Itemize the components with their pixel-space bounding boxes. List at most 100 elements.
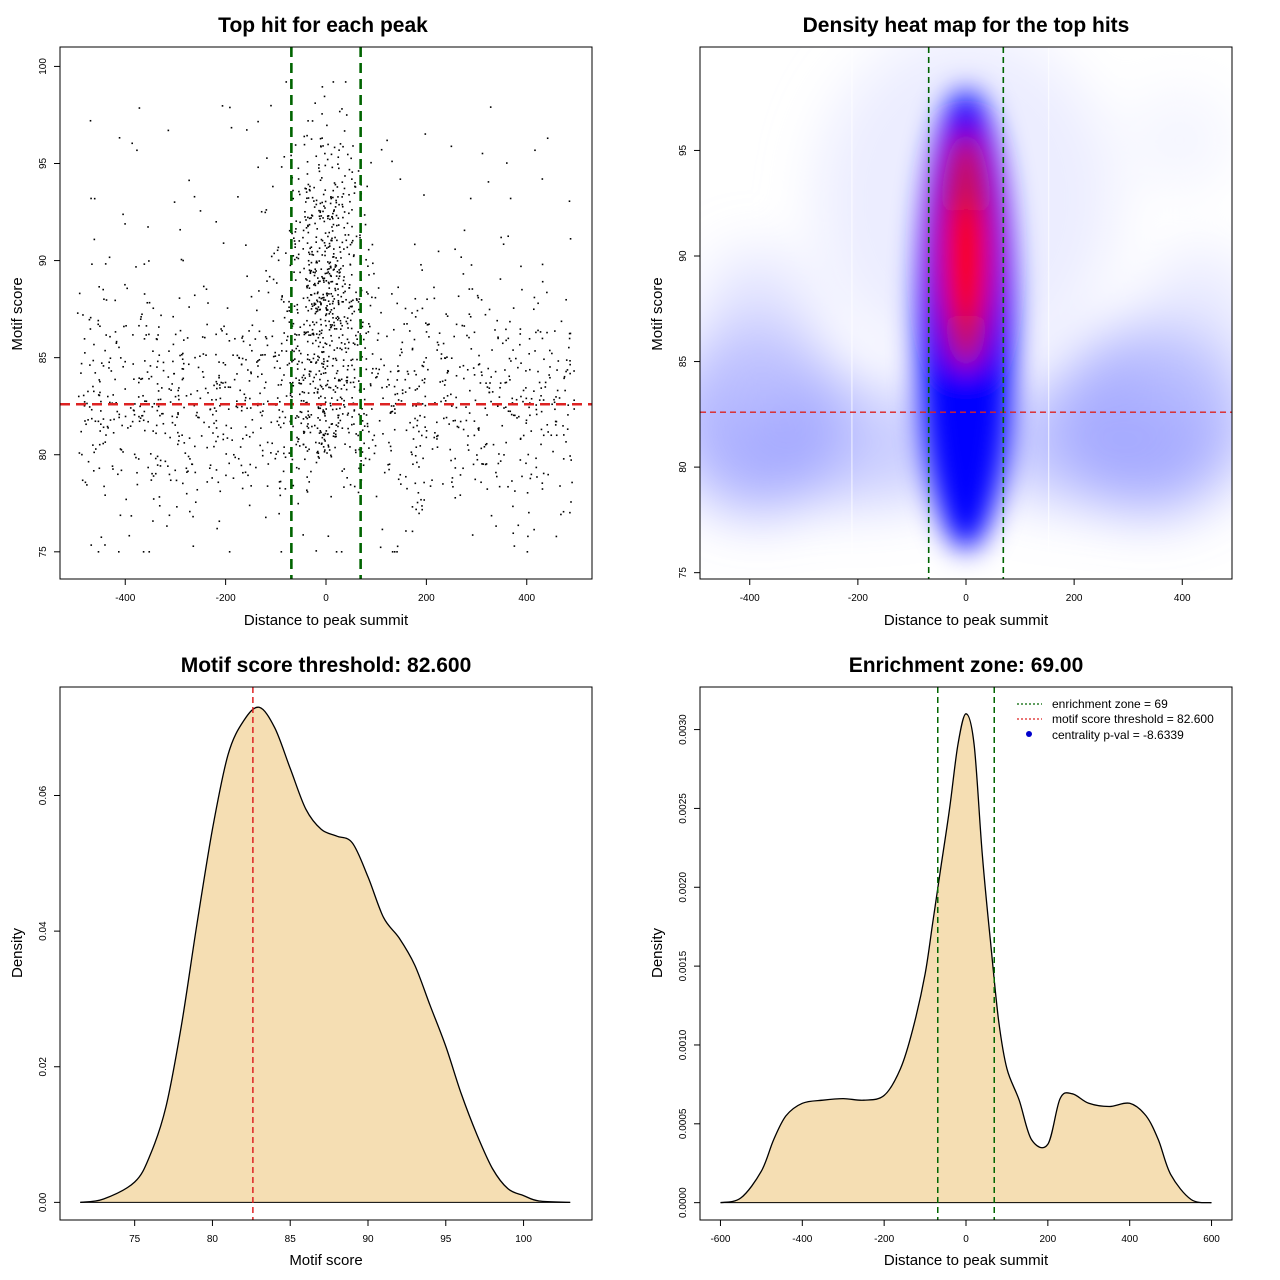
scatter-point	[177, 443, 179, 446]
scatter-point	[361, 451, 364, 453]
scatter-point	[91, 417, 93, 420]
scatter-point	[470, 348, 473, 350]
scatter-point	[302, 443, 305, 446]
scatter-point	[353, 254, 355, 256]
scatter-point	[431, 448, 434, 450]
scatter-point	[474, 478, 477, 481]
scatter-point	[414, 389, 417, 391]
scatter-point	[331, 423, 334, 425]
scatter-point	[323, 360, 325, 363]
scatter-point	[127, 427, 129, 429]
scatter-point	[333, 321, 335, 324]
scatter-point	[392, 328, 395, 331]
scatter-point	[556, 369, 558, 371]
scatter-point	[157, 405, 160, 408]
scatter-point	[311, 120, 314, 122]
scatter-point	[272, 320, 275, 322]
scatter-point	[307, 197, 310, 199]
scatter-point	[445, 416, 448, 419]
scatter-point	[452, 485, 454, 488]
scatter-point	[224, 363, 227, 366]
scatter-point	[93, 197, 96, 200]
scatter-point	[306, 296, 309, 299]
scatter-point	[341, 427, 344, 429]
scatter-point	[284, 416, 287, 419]
scatter-point	[313, 274, 316, 277]
scatter-point	[454, 467, 457, 469]
scatter-point	[446, 369, 449, 372]
scatter-point	[132, 409, 135, 411]
scatter-point	[324, 440, 326, 442]
scatter-point	[522, 434, 525, 437]
scatter-point	[332, 223, 335, 226]
scatter-point	[314, 271, 316, 274]
scatter-point	[351, 423, 353, 426]
scatter-point	[308, 416, 311, 418]
scatter-point	[204, 387, 207, 390]
scatter-point	[295, 377, 297, 380]
scatter-point	[89, 316, 92, 319]
scatter-point	[442, 342, 445, 345]
scatter-point	[93, 343, 95, 346]
scatter-point	[315, 550, 318, 552]
scatter-point	[509, 197, 512, 200]
scatter-point	[311, 321, 314, 323]
scatter-point	[339, 347, 341, 350]
scatter-point	[338, 275, 341, 278]
scatter-point	[161, 412, 163, 415]
scatter-point	[205, 354, 207, 356]
scatter-point	[106, 395, 109, 398]
scatter-point	[288, 306, 290, 309]
scatter-point	[371, 372, 373, 374]
scatter-point	[177, 413, 179, 416]
scatter-point	[281, 379, 283, 382]
scatter-point	[525, 397, 528, 400]
scatter-point	[307, 414, 310, 416]
scatter-point	[219, 387, 221, 389]
scatter-point	[491, 349, 493, 351]
scatter-point	[352, 255, 355, 258]
scatter-point	[302, 379, 305, 381]
scatter-point	[466, 334, 468, 337]
scatter-point	[444, 379, 447, 382]
scatter-point	[160, 314, 162, 317]
scatter-point	[303, 333, 306, 336]
scatter-point	[317, 406, 320, 408]
scatter-xtick-label: -400	[115, 593, 135, 604]
scatter-point	[209, 464, 212, 467]
scatter-point	[317, 336, 320, 339]
scatter-point	[322, 366, 324, 368]
scatter-point	[320, 431, 322, 434]
scatter-point	[318, 164, 320, 166]
scatter-point	[78, 452, 81, 454]
scatter-point	[215, 419, 218, 422]
scatter-point	[198, 416, 200, 419]
scatter-point	[321, 275, 323, 278]
scatter-point	[188, 306, 190, 308]
scatter-point	[504, 381, 507, 384]
scatter-point	[418, 466, 420, 468]
scatter-point	[306, 476, 308, 478]
scatter-point	[325, 343, 328, 345]
scatter-point	[310, 138, 313, 140]
scatter-point	[343, 226, 346, 229]
scatter-point	[319, 378, 321, 381]
scatter-point	[326, 383, 329, 386]
scatter-point	[400, 348, 402, 351]
scatter-point	[129, 425, 132, 427]
scatter-point	[105, 434, 107, 436]
scatter-point	[333, 307, 335, 310]
scatter-point	[279, 400, 281, 403]
scatter-point	[352, 145, 354, 147]
scatter-point	[257, 120, 259, 123]
scatter-point	[254, 338, 257, 340]
scatter-point	[251, 324, 254, 327]
scatter-point	[304, 187, 306, 190]
scatter-point	[391, 410, 394, 413]
scatter-point	[199, 355, 201, 358]
scatter-point	[423, 361, 425, 363]
scatter-point	[249, 344, 251, 346]
scatter-point	[347, 234, 350, 236]
scatter-point	[77, 395, 80, 398]
scatter-point	[193, 294, 196, 297]
